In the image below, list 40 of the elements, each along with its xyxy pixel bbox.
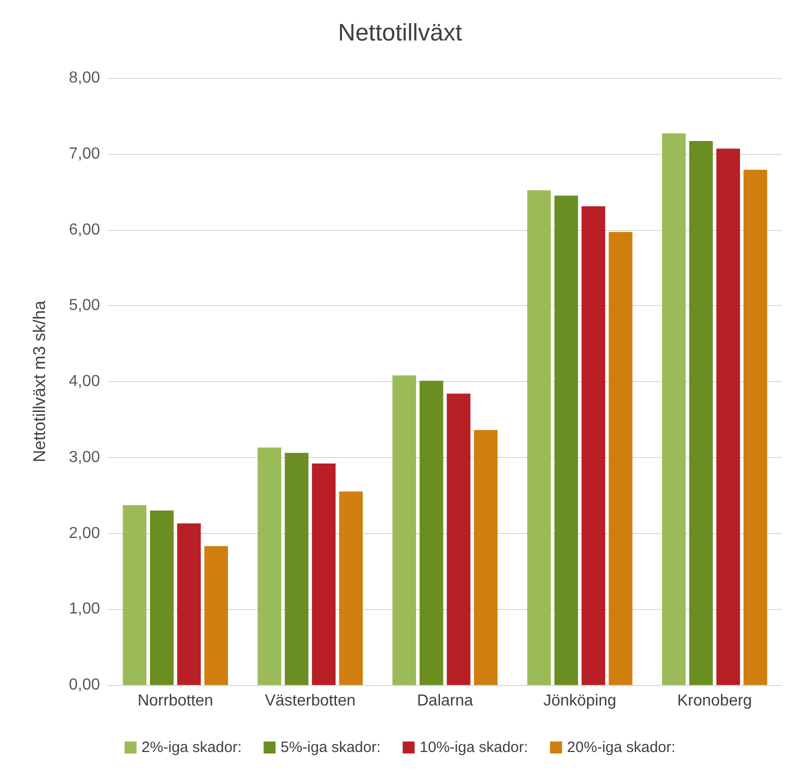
bar [446, 394, 470, 685]
y-tick-label: 6,00 [68, 221, 100, 238]
bar [474, 430, 498, 685]
y-tick-label: 5,00 [68, 297, 100, 314]
y-axis-title: Nettotillväxt m3 sk/ha [30, 300, 49, 462]
bar [122, 505, 146, 685]
bar [554, 196, 578, 685]
y-tick-label: 3,00 [68, 448, 100, 466]
bar [662, 133, 686, 685]
bar [258, 448, 282, 685]
bar [339, 492, 363, 685]
x-tick-label: Västerbotten [264, 692, 356, 710]
bar [312, 463, 336, 685]
x-tick-label: Dalarna [416, 692, 474, 710]
bar [392, 375, 416, 685]
legend-label: 10%-iga skador: [420, 739, 528, 756]
y-tick-label: 8,00 [68, 70, 100, 86]
bar [420, 380, 444, 685]
legend-label: 5%-iga skador: [280, 739, 381, 756]
y-tick-label: 0,00 [68, 676, 100, 694]
chart-title: Nettotillväxt [338, 20, 462, 46]
bar [608, 232, 632, 685]
bar [716, 148, 740, 685]
y-tick-label: 4,00 [68, 373, 100, 390]
bar [744, 170, 768, 685]
x-tick-label: Norrbotten [138, 692, 214, 710]
x-tick-label: Jönköping [543, 692, 616, 710]
bar [689, 140, 713, 685]
y-tick-label: 2,00 [68, 524, 100, 542]
y-tick-label: 7,00 [68, 145, 100, 162]
bar [150, 510, 174, 685]
bar [582, 206, 606, 685]
legend-label: 20%-iga skador: [567, 739, 676, 756]
bar [527, 190, 551, 685]
y-tick-label: 1,00 [68, 600, 100, 618]
bar [204, 546, 228, 685]
x-tick-label: Kronoberg [677, 692, 752, 710]
bar [177, 523, 201, 685]
bar [284, 452, 308, 685]
legend-label: 2%-iga skador: [142, 739, 242, 756]
